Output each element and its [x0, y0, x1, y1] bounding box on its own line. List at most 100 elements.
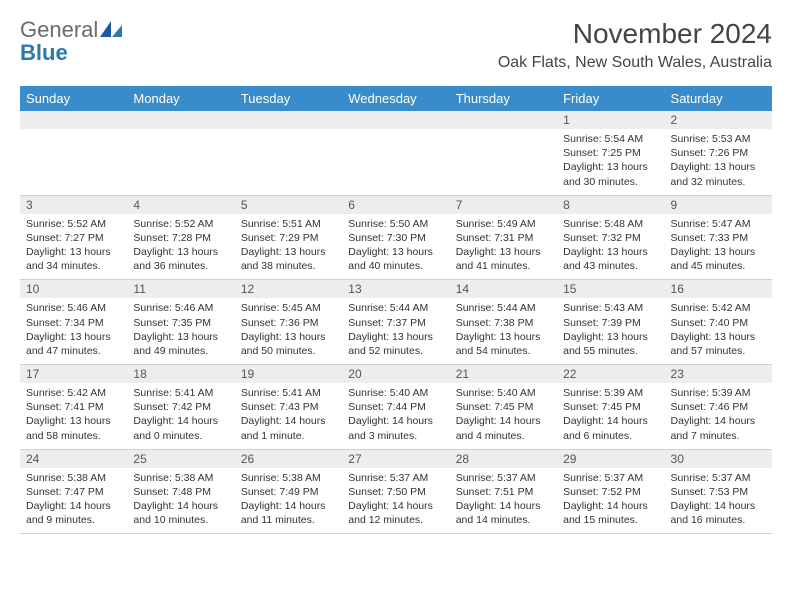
day-body: Sunrise: 5:52 AMSunset: 7:28 PMDaylight:… — [127, 214, 234, 280]
day-body: Sunrise: 5:42 AMSunset: 7:40 PMDaylight:… — [665, 298, 772, 364]
day-body: Sunrise: 5:41 AMSunset: 7:43 PMDaylight:… — [235, 383, 342, 449]
day-body: Sunrise: 5:53 AMSunset: 7:26 PMDaylight:… — [665, 129, 772, 195]
day-body: Sunrise: 5:41 AMSunset: 7:42 PMDaylight:… — [127, 383, 234, 449]
day-body — [20, 129, 127, 185]
day-number: 21 — [450, 365, 557, 383]
day-cell: 30Sunrise: 5:37 AMSunset: 7:53 PMDayligh… — [665, 449, 772, 534]
day-number: 17 — [20, 365, 127, 383]
daylight-text: Daylight: 14 hours and 0 minutes. — [133, 414, 228, 442]
sunset-text: Sunset: 7:48 PM — [133, 485, 228, 499]
title-block: November 2024 Oak Flats, New South Wales… — [498, 18, 772, 72]
brand-logo: General Blue — [20, 18, 122, 64]
sunset-text: Sunset: 7:45 PM — [456, 400, 551, 414]
sunrise-text: Sunrise: 5:49 AM — [456, 217, 551, 231]
sunrise-text: Sunrise: 5:48 AM — [563, 217, 658, 231]
day-cell: 2Sunrise: 5:53 AMSunset: 7:26 PMDaylight… — [665, 111, 772, 195]
empty-cell — [450, 111, 557, 195]
daylight-text: Daylight: 14 hours and 3 minutes. — [348, 414, 443, 442]
sunrise-text: Sunrise: 5:42 AM — [671, 301, 766, 315]
day-number: 27 — [342, 450, 449, 468]
sunset-text: Sunset: 7:36 PM — [241, 316, 336, 330]
sunset-text: Sunset: 7:51 PM — [456, 485, 551, 499]
day-body: Sunrise: 5:45 AMSunset: 7:36 PMDaylight:… — [235, 298, 342, 364]
sunrise-text: Sunrise: 5:46 AM — [133, 301, 228, 315]
day-cell: 22Sunrise: 5:39 AMSunset: 7:45 PMDayligh… — [557, 365, 664, 450]
day-number: 25 — [127, 450, 234, 468]
sunset-text: Sunset: 7:28 PM — [133, 231, 228, 245]
day-number — [450, 111, 557, 129]
day-body: Sunrise: 5:40 AMSunset: 7:44 PMDaylight:… — [342, 383, 449, 449]
sunset-text: Sunset: 7:27 PM — [26, 231, 121, 245]
sunrise-text: Sunrise: 5:53 AM — [671, 132, 766, 146]
day-body — [342, 129, 449, 185]
day-header: Friday — [557, 86, 664, 111]
daylight-text: Daylight: 14 hours and 1 minute. — [241, 414, 336, 442]
daylight-text: Daylight: 13 hours and 32 minutes. — [671, 160, 766, 188]
day-body: Sunrise: 5:44 AMSunset: 7:38 PMDaylight:… — [450, 298, 557, 364]
sunrise-text: Sunrise: 5:38 AM — [241, 471, 336, 485]
day-cell: 14Sunrise: 5:44 AMSunset: 7:38 PMDayligh… — [450, 280, 557, 365]
sunrise-text: Sunrise: 5:52 AM — [26, 217, 121, 231]
day-cell: 4Sunrise: 5:52 AMSunset: 7:28 PMDaylight… — [127, 195, 234, 280]
daylight-text: Daylight: 14 hours and 11 minutes. — [241, 499, 336, 527]
empty-cell — [342, 111, 449, 195]
day-number: 3 — [20, 196, 127, 214]
daylight-text: Daylight: 13 hours and 40 minutes. — [348, 245, 443, 273]
sunrise-text: Sunrise: 5:38 AM — [26, 471, 121, 485]
sunrise-text: Sunrise: 5:39 AM — [671, 386, 766, 400]
day-cell: 15Sunrise: 5:43 AMSunset: 7:39 PMDayligh… — [557, 280, 664, 365]
sunrise-text: Sunrise: 5:44 AM — [456, 301, 551, 315]
day-body: Sunrise: 5:37 AMSunset: 7:50 PMDaylight:… — [342, 468, 449, 534]
day-header-row: SundayMondayTuesdayWednesdayThursdayFrid… — [20, 86, 772, 111]
daylight-text: Daylight: 14 hours and 4 minutes. — [456, 414, 551, 442]
day-number: 8 — [557, 196, 664, 214]
sunrise-text: Sunrise: 5:39 AM — [563, 386, 658, 400]
sunrise-text: Sunrise: 5:46 AM — [26, 301, 121, 315]
day-number — [342, 111, 449, 129]
day-cell: 10Sunrise: 5:46 AMSunset: 7:34 PMDayligh… — [20, 280, 127, 365]
daylight-text: Daylight: 14 hours and 16 minutes. — [671, 499, 766, 527]
day-number: 30 — [665, 450, 772, 468]
day-cell: 18Sunrise: 5:41 AMSunset: 7:42 PMDayligh… — [127, 365, 234, 450]
daylight-text: Daylight: 14 hours and 6 minutes. — [563, 414, 658, 442]
brand-sail-icon — [100, 18, 122, 41]
sunrise-text: Sunrise: 5:51 AM — [241, 217, 336, 231]
day-body: Sunrise: 5:42 AMSunset: 7:41 PMDaylight:… — [20, 383, 127, 449]
header: General Blue November 2024 Oak Flats, Ne… — [20, 18, 772, 72]
day-number: 24 — [20, 450, 127, 468]
day-body: Sunrise: 5:38 AMSunset: 7:47 PMDaylight:… — [20, 468, 127, 534]
day-body: Sunrise: 5:54 AMSunset: 7:25 PMDaylight:… — [557, 129, 664, 195]
brand-name-gray: General — [20, 17, 98, 42]
sunset-text: Sunset: 7:40 PM — [671, 316, 766, 330]
day-number: 23 — [665, 365, 772, 383]
day-number: 18 — [127, 365, 234, 383]
sunrise-text: Sunrise: 5:50 AM — [348, 217, 443, 231]
sunset-text: Sunset: 7:35 PM — [133, 316, 228, 330]
day-number: 1 — [557, 111, 664, 129]
sunrise-text: Sunrise: 5:44 AM — [348, 301, 443, 315]
day-body: Sunrise: 5:37 AMSunset: 7:53 PMDaylight:… — [665, 468, 772, 534]
day-cell: 23Sunrise: 5:39 AMSunset: 7:46 PMDayligh… — [665, 365, 772, 450]
day-header: Wednesday — [342, 86, 449, 111]
sunset-text: Sunset: 7:34 PM — [26, 316, 121, 330]
day-cell: 6Sunrise: 5:50 AMSunset: 7:30 PMDaylight… — [342, 195, 449, 280]
day-cell: 3Sunrise: 5:52 AMSunset: 7:27 PMDaylight… — [20, 195, 127, 280]
day-number: 28 — [450, 450, 557, 468]
sunrise-text: Sunrise: 5:37 AM — [563, 471, 658, 485]
day-body: Sunrise: 5:50 AMSunset: 7:30 PMDaylight:… — [342, 214, 449, 280]
sunrise-text: Sunrise: 5:40 AM — [456, 386, 551, 400]
sunset-text: Sunset: 7:33 PM — [671, 231, 766, 245]
day-cell: 27Sunrise: 5:37 AMSunset: 7:50 PMDayligh… — [342, 449, 449, 534]
day-number: 7 — [450, 196, 557, 214]
day-cell: 24Sunrise: 5:38 AMSunset: 7:47 PMDayligh… — [20, 449, 127, 534]
sunset-text: Sunset: 7:39 PM — [563, 316, 658, 330]
day-body: Sunrise: 5:51 AMSunset: 7:29 PMDaylight:… — [235, 214, 342, 280]
day-header: Thursday — [450, 86, 557, 111]
brand-text: General Blue — [20, 18, 122, 64]
day-cell: 19Sunrise: 5:41 AMSunset: 7:43 PMDayligh… — [235, 365, 342, 450]
day-number — [127, 111, 234, 129]
day-body: Sunrise: 5:39 AMSunset: 7:46 PMDaylight:… — [665, 383, 772, 449]
day-body: Sunrise: 5:49 AMSunset: 7:31 PMDaylight:… — [450, 214, 557, 280]
day-number: 10 — [20, 280, 127, 298]
daylight-text: Daylight: 13 hours and 58 minutes. — [26, 414, 121, 442]
